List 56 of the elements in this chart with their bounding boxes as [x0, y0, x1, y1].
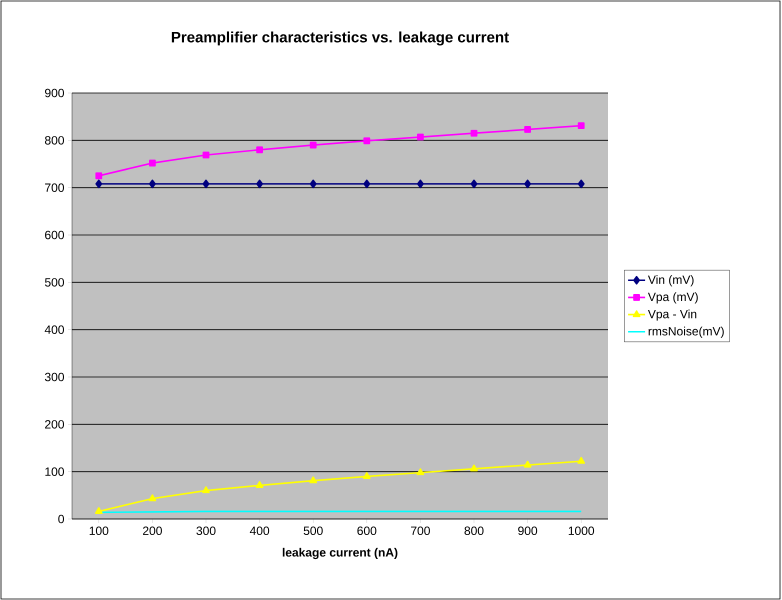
x-tick-label: 300: [196, 526, 216, 536]
x-tick-label: 600: [357, 526, 376, 536]
y-tick-label: 300: [44, 372, 64, 382]
point: [577, 456, 586, 464]
point: [524, 180, 532, 188]
point: [363, 180, 370, 188]
point: [202, 486, 210, 494]
x-tick-label: 100: [90, 526, 108, 536]
y-tick-label: 700: [45, 183, 64, 192]
point: [95, 172, 102, 180]
chart-title: Preamplifier characteristics vs. leakage current: [172, 31, 509, 46]
x-tick-label: 1000: [568, 526, 594, 536]
x-tick-label: 700: [411, 526, 430, 536]
x-tick-label: 400: [250, 526, 270, 536]
x-axis-title: leakage current (nA): [282, 548, 398, 560]
point: [363, 137, 370, 144]
point: [470, 130, 478, 137]
x-tick-label: 900: [518, 526, 538, 536]
point: [309, 476, 318, 484]
legend-label: Vin (mV): [648, 275, 694, 286]
point: [149, 160, 156, 166]
point: [310, 180, 317, 188]
point: [202, 152, 210, 158]
point: [310, 142, 317, 148]
point: [148, 180, 156, 188]
y-tick-label: 600: [45, 230, 64, 240]
y-tick-label: 0: [58, 514, 64, 524]
point: [416, 180, 424, 188]
point: [95, 180, 102, 188]
point: [202, 180, 210, 188]
x-tick-label: 200: [143, 526, 162, 536]
point: [578, 180, 585, 188]
point: [256, 180, 264, 188]
y-tick-label: 100: [45, 467, 64, 476]
x-tick-label: 800: [464, 526, 484, 536]
y-tick-label: 800: [44, 136, 64, 145]
point: [256, 146, 264, 154]
point: [470, 180, 478, 188]
y-tick-label: 400: [44, 325, 64, 334]
point: [416, 468, 424, 476]
legend-label: rmsNoise(mV): [648, 326, 724, 338]
legend-label: Vpa (mV): [648, 292, 698, 304]
y-tick-label: 200: [45, 420, 64, 429]
y-tick-label: 900: [45, 88, 64, 98]
point: [94, 507, 103, 514]
point: [417, 134, 424, 140]
y-tick-label: 500: [44, 278, 64, 287]
point: [524, 460, 532, 468]
x-tick-label: 500: [304, 526, 323, 536]
point: [362, 472, 371, 479]
legend-label: Vpa - Vin: [648, 309, 696, 321]
point: [524, 126, 532, 133]
point: [256, 481, 264, 488]
point: [470, 464, 478, 472]
point: [578, 122, 585, 130]
point: [148, 494, 156, 502]
